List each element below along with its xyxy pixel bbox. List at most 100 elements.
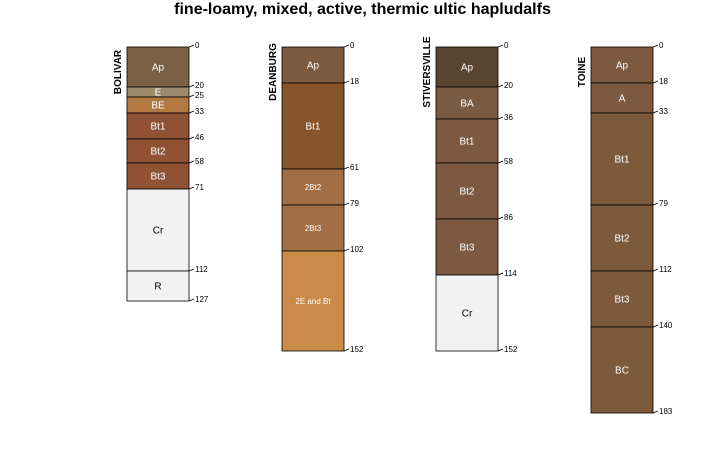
depth-tick (343, 80, 350, 84)
depth-tick (652, 202, 659, 206)
horizon-label: A (619, 94, 626, 105)
horizon-bolivar-r (126, 270, 190, 302)
depth-tick (343, 248, 350, 252)
horizon-label: Ap (616, 61, 629, 72)
horizon-deanburg-ap (281, 46, 345, 84)
depth-tick (188, 268, 195, 272)
horizon-stiversville-bt2 (435, 162, 499, 220)
depth-label: 18 (659, 77, 668, 86)
depth-tick (652, 324, 659, 328)
depth-tick (188, 186, 195, 190)
depth-tick (343, 44, 350, 48)
depth-label: 20 (504, 81, 513, 90)
horizon-toine-bt2 (590, 204, 654, 272)
chart-title: fine-loamy, mixed, active, thermic ultic… (174, 1, 551, 18)
horizon-toine-bc (590, 326, 654, 414)
horizon-toine-bt1 (590, 112, 654, 206)
horizon-label: E (155, 88, 162, 99)
depth-label: 25 (195, 91, 204, 100)
depth-tick (497, 216, 504, 220)
horizon-label: 2Bt2 (305, 183, 322, 192)
depth-tick (652, 110, 659, 114)
horizon-label: BA (460, 99, 474, 110)
horizon-toine-a (590, 82, 654, 114)
depth-tick (497, 160, 504, 164)
depth-label: 0 (195, 41, 200, 50)
depth-label: 112 (659, 265, 672, 274)
depth-label: 79 (350, 199, 359, 208)
depth-label: 152 (504, 345, 518, 354)
horizon-stiversville-bt1 (435, 118, 499, 164)
depth-label: 46 (195, 133, 204, 142)
horizon-bolivar-bt2 (126, 138, 190, 164)
horizon-toine-bt3 (590, 270, 654, 328)
depth-tick (652, 44, 659, 48)
depth-tick (652, 410, 659, 414)
depth-label: 61 (350, 163, 359, 172)
depth-label: 18 (350, 77, 359, 86)
depth-label: 79 (659, 199, 668, 208)
horizon-label: Bt1 (459, 137, 474, 148)
horizon-label: Bt1 (150, 122, 165, 133)
depth-tick (188, 298, 195, 302)
horizon-label: Cr (153, 226, 164, 237)
depth-tick (497, 44, 504, 48)
depth-label: 140 (659, 321, 673, 330)
depth-label: 20 (195, 81, 204, 90)
profile-label-bolivar: BOLIVAR (113, 49, 124, 94)
depth-tick (652, 80, 659, 84)
depth-label: 33 (659, 107, 668, 116)
horizon-deanburg-2e-and-bt (281, 250, 345, 352)
depth-tick (188, 94, 195, 98)
profile-label-deanburg: DEANBURG (268, 43, 279, 101)
horizon-stiversville-bt3 (435, 218, 499, 276)
depth-label: 183 (659, 407, 673, 416)
depth-label: 36 (504, 113, 513, 122)
depth-tick (497, 116, 504, 120)
depth-tick (343, 202, 350, 206)
depth-label: 0 (659, 41, 664, 50)
horizon-label: R (154, 282, 161, 293)
depth-label: 0 (504, 41, 509, 50)
horizon-label: BE (151, 101, 165, 112)
profile-label-stiversville: STIVERSVILLE (422, 36, 433, 107)
horizon-label: Bt3 (459, 243, 474, 254)
depth-label: 114 (504, 269, 517, 278)
horizon-label: Cr (462, 309, 473, 320)
horizon-label: Bt1 (614, 155, 629, 166)
depth-tick (188, 160, 195, 164)
horizon-label: Bt1 (305, 122, 320, 133)
depth-label: 0 (350, 41, 355, 50)
horizon-label: BC (615, 366, 629, 377)
depth-label: 102 (350, 245, 364, 254)
depth-label: 58 (195, 157, 204, 166)
depth-tick (497, 272, 504, 276)
horizon-label: Bt2 (150, 147, 165, 158)
horizon-toine-ap (590, 46, 654, 84)
depth-tick (497, 348, 504, 352)
horizon-deanburg-2bt3 (281, 204, 345, 252)
depth-tick (343, 166, 350, 170)
depth-tick (188, 136, 195, 140)
depth-tick (343, 348, 350, 352)
horizon-label: Bt2 (614, 234, 629, 245)
depth-label: 86 (504, 213, 513, 222)
horizon-stiversville-ap (435, 46, 499, 88)
depth-label: 112 (195, 265, 208, 274)
horizon-bolivar-bt3 (126, 162, 190, 190)
depth-label: 71 (195, 183, 204, 192)
horizon-stiversville-ba (435, 86, 499, 120)
horizon-bolivar-bt1 (126, 112, 190, 140)
depth-label: 33 (195, 107, 204, 116)
horizon-label: Ap (461, 63, 474, 74)
horizon-label: 2Bt3 (305, 224, 322, 233)
profile-label-toine: TOINE (577, 56, 588, 87)
depth-label: 58 (504, 157, 513, 166)
depth-label: 152 (350, 345, 364, 354)
horizon-label: 2E and Bt (295, 297, 331, 306)
horizon-label: Ap (307, 61, 320, 72)
horizon-label: Bt2 (459, 187, 474, 198)
depth-tick (188, 44, 195, 48)
horizon-stiversville-cr (435, 274, 499, 352)
